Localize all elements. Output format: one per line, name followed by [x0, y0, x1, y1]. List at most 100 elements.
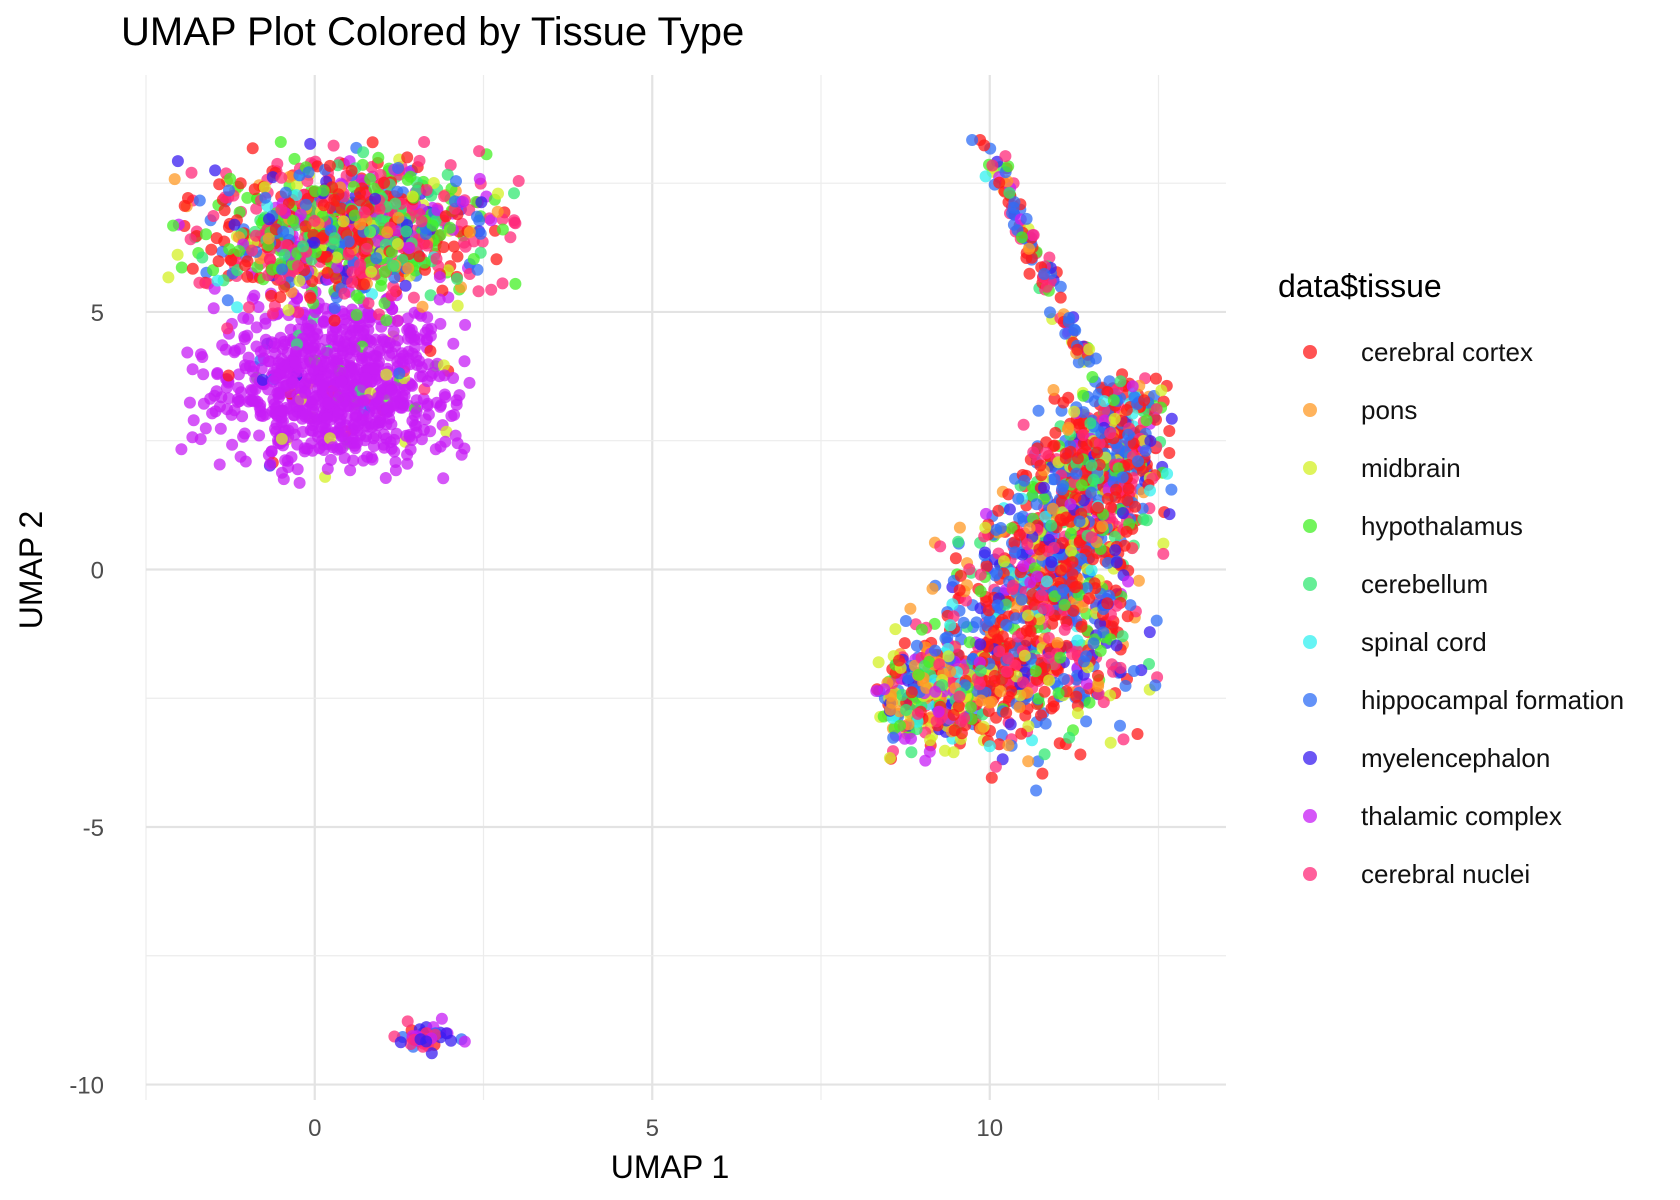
data-point	[401, 448, 414, 461]
data-point	[184, 233, 197, 246]
data-point	[1101, 385, 1114, 398]
data-point	[1047, 384, 1060, 396]
data-point	[268, 337, 281, 350]
data-point	[402, 262, 415, 275]
data-point	[970, 616, 983, 629]
data-point	[941, 631, 954, 644]
data-point	[1092, 669, 1104, 682]
data-point	[1129, 500, 1142, 513]
data-point	[411, 359, 423, 371]
data-point	[1122, 482, 1135, 495]
data-point	[1150, 413, 1162, 426]
data-point	[167, 219, 180, 232]
data-point	[508, 216, 521, 229]
legend-item: cerebellum	[1278, 555, 1624, 613]
data-point	[1002, 160, 1015, 173]
data-point	[1112, 442, 1124, 455]
data-point	[348, 209, 361, 222]
data-point	[1015, 231, 1028, 244]
data-point	[319, 333, 332, 346]
legend-label: midbrain	[1361, 452, 1461, 483]
data-point	[433, 271, 446, 284]
data-point	[473, 145, 486, 158]
data-point	[1039, 717, 1052, 730]
data-point	[1002, 488, 1015, 501]
data-point	[1002, 739, 1015, 752]
data-point	[985, 695, 998, 708]
data-point	[162, 271, 175, 284]
data-point	[361, 450, 374, 463]
data-point	[900, 704, 913, 716]
data-point	[1091, 446, 1103, 459]
data-point	[433, 293, 446, 306]
data-point	[1127, 665, 1140, 677]
data-point	[512, 175, 525, 187]
data-point	[1103, 375, 1116, 388]
data-point	[1054, 651, 1067, 664]
data-point	[1065, 544, 1078, 557]
data-point	[993, 738, 1006, 751]
data-point	[375, 214, 388, 227]
data-point	[912, 668, 925, 681]
data-point	[883, 752, 896, 764]
data-point	[317, 199, 330, 212]
data-point	[389, 390, 402, 402]
data-point	[410, 394, 423, 407]
data-point	[872, 656, 885, 669]
data-point	[241, 270, 254, 283]
data-point	[910, 639, 923, 652]
data-point	[485, 214, 498, 227]
data-point	[392, 211, 405, 224]
data-point	[1009, 612, 1022, 625]
data-point	[425, 1047, 438, 1060]
data-point	[905, 746, 918, 759]
data-point	[331, 261, 344, 274]
data-point	[1083, 343, 1096, 356]
data-point	[366, 136, 379, 149]
data-point	[1020, 252, 1033, 264]
legend-key-icon	[1303, 693, 1317, 707]
data-point	[1005, 522, 1018, 535]
data-point	[224, 172, 237, 185]
data-point	[1027, 229, 1040, 241]
data-point	[1124, 599, 1137, 612]
data-point	[870, 685, 883, 697]
data-point	[1077, 406, 1090, 419]
data-point	[1064, 498, 1077, 511]
data-point	[1120, 525, 1133, 538]
data-point	[207, 302, 220, 315]
data-point	[337, 215, 350, 228]
legend-key-icon	[1303, 577, 1317, 591]
data-point	[1003, 637, 1016, 650]
data-point	[400, 225, 413, 238]
data-point	[238, 427, 251, 440]
data-point	[181, 346, 194, 359]
data-point	[359, 372, 372, 384]
data-point	[1068, 405, 1081, 418]
legend-label: hypothalamus	[1361, 510, 1523, 541]
data-point	[171, 155, 184, 168]
data-point	[1026, 588, 1039, 601]
data-point	[932, 705, 945, 718]
data-point	[325, 362, 338, 375]
data-point	[1017, 560, 1030, 573]
data-point	[175, 261, 188, 274]
data-point	[398, 389, 411, 402]
legend-item: midbrain	[1278, 439, 1624, 497]
data-point	[1022, 609, 1034, 622]
data-point	[994, 685, 1007, 698]
data-point	[404, 326, 417, 339]
data-point	[225, 254, 238, 267]
data-point	[213, 178, 226, 191]
data-point	[1023, 522, 1036, 535]
legend-label: cerebral nuclei	[1361, 858, 1531, 889]
data-point	[399, 279, 412, 292]
data-point	[472, 285, 485, 298]
data-point	[1149, 679, 1162, 692]
data-point	[979, 546, 991, 559]
data-point	[1048, 473, 1061, 486]
data-point	[1038, 748, 1051, 761]
data-point	[354, 186, 366, 199]
data-point	[1021, 686, 1034, 699]
data-point	[905, 686, 918, 699]
